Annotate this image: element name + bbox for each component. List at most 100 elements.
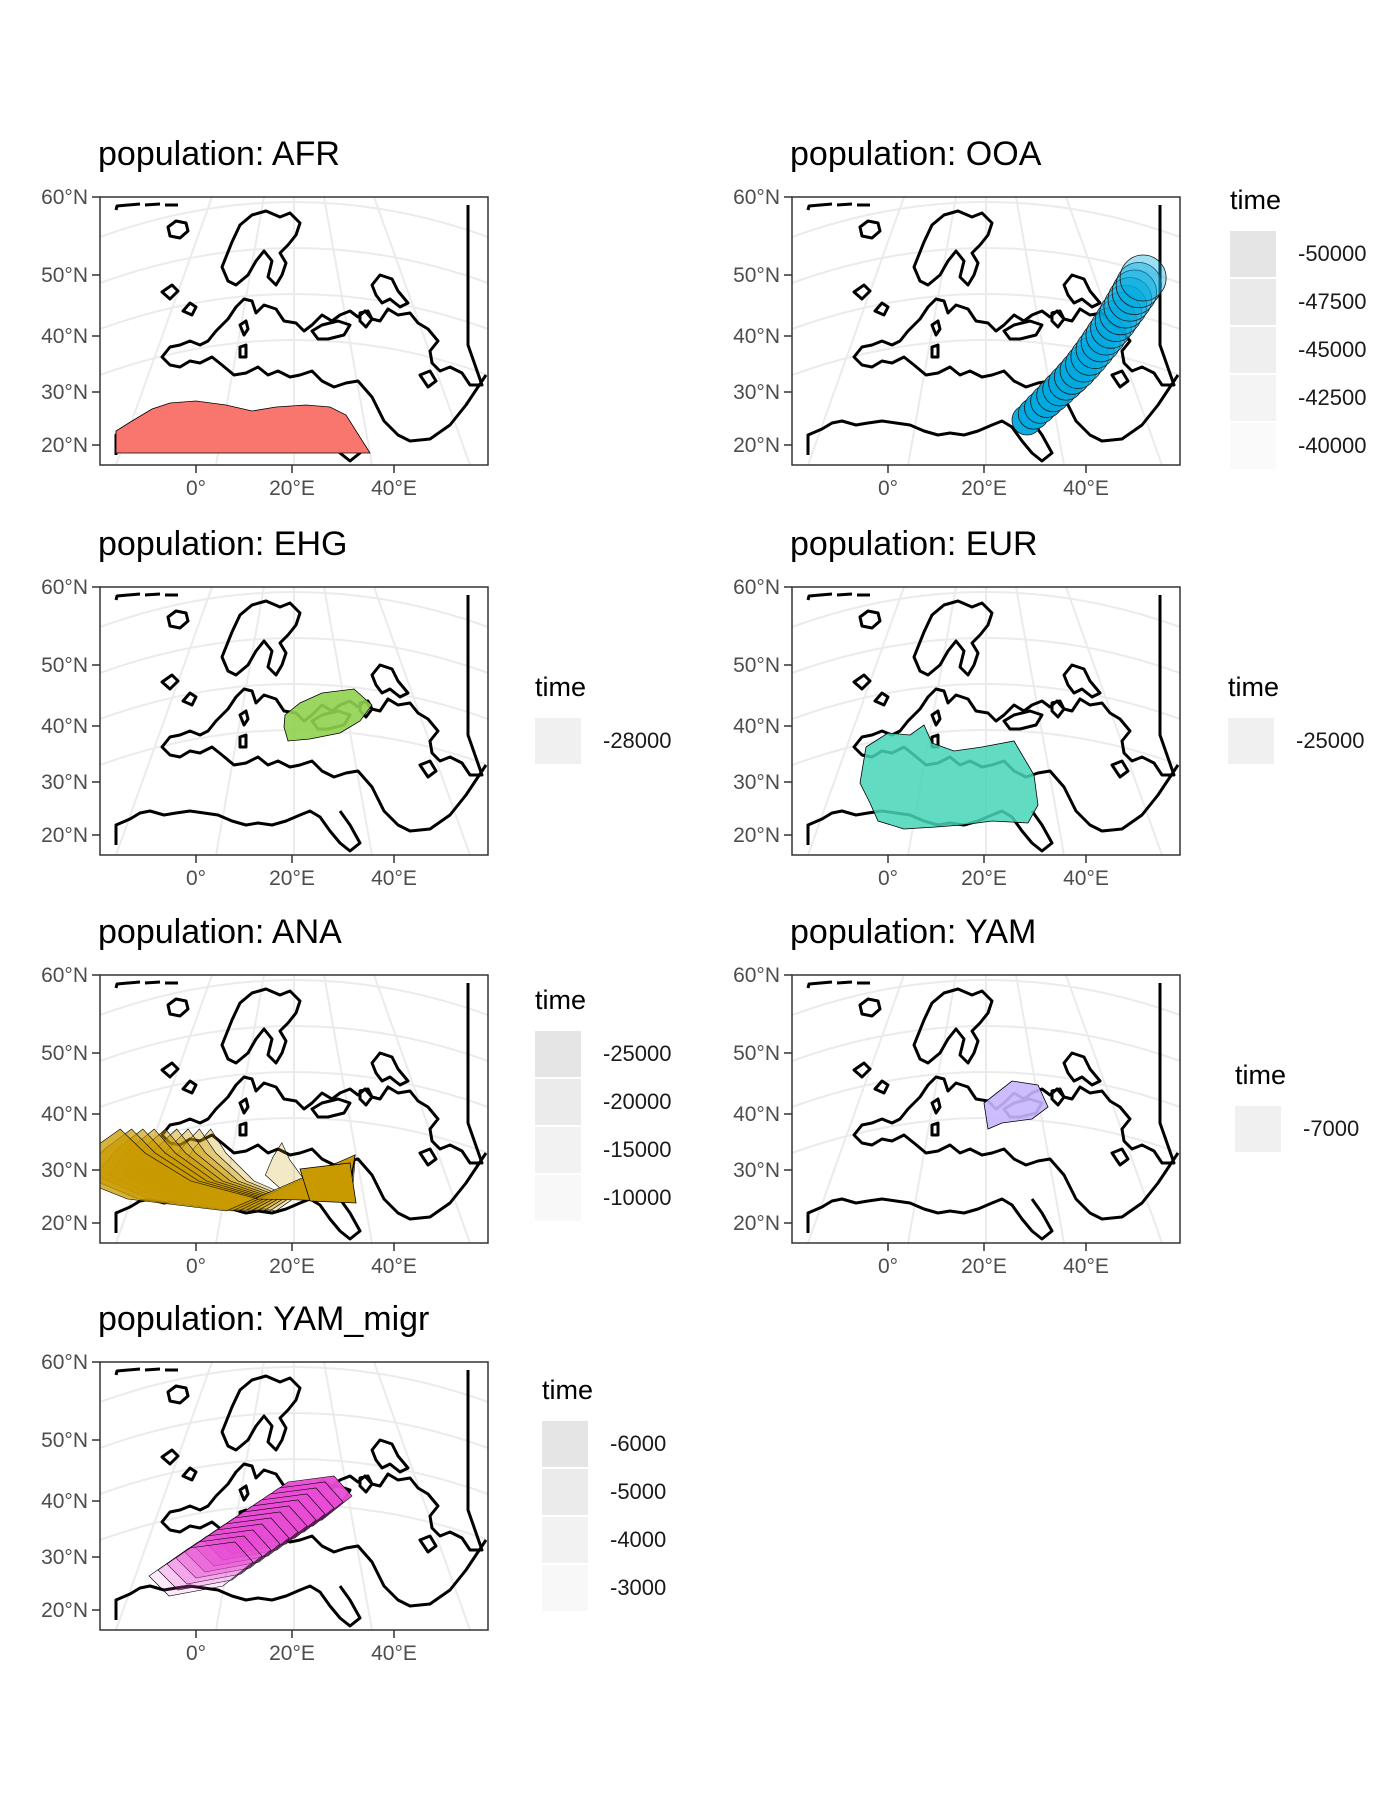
graticule — [100, 587, 488, 855]
time-legend: time -25000 -20000 -15000 -10000 — [535, 985, 672, 1222]
legend-item: -28000 — [535, 717, 672, 765]
x-tick-label: 0° — [878, 477, 898, 500]
x-tick-label: 40°E — [1063, 1255, 1109, 1278]
panel-border — [99, 1361, 489, 1631]
x-tick-label: 40°E — [1063, 867, 1109, 890]
legend-key — [535, 718, 581, 764]
map-plot: 60°N 50°N 40°N 30°N 20°N 0° 20°E 40°E — [733, 964, 1181, 1278]
x-tick-label: 20°E — [269, 1642, 315, 1665]
y-tick-label: 60°N — [41, 186, 88, 209]
x-tick-label: 0° — [186, 477, 206, 500]
x-tick-label: 0° — [878, 1255, 898, 1278]
legend-item: -7000 — [1235, 1105, 1359, 1153]
x-tick-label: 40°E — [371, 1255, 417, 1278]
legend-item: -42500 — [1230, 374, 1367, 422]
population-range-afr — [115, 400, 371, 454]
legend-key — [1235, 1106, 1281, 1152]
axes: 60°N 50°N 40°N 30°N 20°N 0° 20°E 40°E — [41, 576, 489, 890]
legend-label: -25000 — [1296, 728, 1365, 753]
map-panel-ooa: population: OOA 60°N 50°N 40°N 30°N 20°N 0° 20°… — [692, 135, 1192, 515]
panel-title: population: EUR — [790, 525, 1038, 563]
y-tick-label: 30°N — [733, 771, 780, 794]
time-legend: time -7000 — [1235, 1060, 1359, 1153]
legend-key — [535, 1127, 581, 1173]
panel-border — [99, 196, 489, 466]
y-tick-label: 20°N — [733, 824, 780, 847]
legend-label: -6000 — [610, 1431, 667, 1456]
legend-item: -45000 — [1230, 326, 1367, 374]
y-tick-label: 50°N — [41, 264, 88, 287]
y-tick-label: 40°N — [41, 715, 88, 738]
x-tick-label: 0° — [186, 867, 206, 890]
y-tick-label: 30°N — [41, 1159, 88, 1182]
legend-item: -6000 — [542, 1420, 666, 1468]
population-range-ooa — [1011, 254, 1167, 436]
y-tick-label: 20°N — [41, 1599, 88, 1622]
map-panel-ana: population: ANA 60°N 50°N 40°N 30°N 20°N 0° 20°… — [0, 913, 500, 1293]
time-legend: time -50000 -47500 -45000 -42500 -40000 — [1230, 185, 1367, 470]
legend-item: -10000 — [535, 1174, 672, 1222]
y-tick-label: 50°N — [733, 1042, 780, 1065]
legend-label: -40000 — [1298, 433, 1367, 458]
map-plot: 60°N 50°N 40°N 30°N 20°N 0° 20°E 40°E — [733, 576, 1181, 890]
coastline — [114, 980, 488, 1241]
legend-item: -20000 — [535, 1078, 672, 1126]
y-tick-label: 40°N — [733, 325, 780, 348]
legend-key — [1228, 718, 1274, 764]
axes: 60°N 50°N 40°N 30°N 20°N 0° 20°E 40°E — [41, 964, 489, 1278]
legend-label: -5000 — [610, 1479, 667, 1504]
y-tick-label: 40°N — [733, 1103, 780, 1126]
legend-label: -47500 — [1298, 289, 1367, 314]
legend-label: -3000 — [610, 1575, 667, 1600]
panel-border — [791, 586, 1181, 856]
panel-border — [99, 974, 489, 1244]
coastline — [806, 202, 1180, 463]
y-tick-label: 30°N — [733, 1159, 780, 1182]
legend-item: -50000 — [1230, 230, 1367, 278]
panel-border — [99, 586, 489, 856]
population-range-ehg — [283, 688, 373, 742]
legend-key — [1230, 231, 1276, 277]
basemap — [792, 197, 1180, 465]
y-tick-label: 60°N — [733, 964, 780, 987]
population-range-eur — [859, 724, 1039, 830]
basemap — [792, 975, 1180, 1243]
map-panel-yam_migr: population: YAM_migr 60°N 50°N 40°N 30°N 20°N… — [0, 1300, 500, 1680]
panel-title: population: AFR — [98, 135, 340, 173]
legend-label: -28000 — [603, 728, 672, 753]
y-tick-label: 20°N — [733, 1212, 780, 1235]
legend-item: -5000 — [542, 1468, 666, 1516]
legend-key — [1230, 327, 1276, 373]
legend-key — [535, 1175, 581, 1221]
panel-title: population: ANA — [98, 913, 342, 951]
axes: 60°N 50°N 40°N 30°N 20°N 0° 20°E 40°E — [41, 186, 489, 500]
panel-border — [791, 974, 1181, 1244]
map-plot: 60°N 50°N 40°N 30°N 20°N 0° 20°E 40°E — [41, 1351, 489, 1665]
axes: 60°N 50°N 40°N 30°N 20°N 0° 20°E 40°E — [733, 576, 1181, 890]
panel-title: population: YAM — [790, 913, 1037, 951]
y-tick-label: 30°N — [41, 381, 88, 404]
legend-title: time — [535, 985, 587, 1015]
map-plot: 60°N 50°N 40°N 30°N 20°N 0° 20°E 40°E — [41, 576, 489, 890]
y-tick-label: 30°N — [41, 771, 88, 794]
legend-title: time — [535, 672, 587, 702]
legend-key — [542, 1565, 588, 1611]
legend-label: -50000 — [1298, 241, 1367, 266]
legend-item: -25000 — [535, 1030, 672, 1078]
x-tick-label: 20°E — [961, 1255, 1007, 1278]
y-tick-label: 50°N — [41, 1042, 88, 1065]
y-tick-label: 20°N — [733, 434, 780, 457]
x-tick-label: 0° — [186, 1255, 206, 1278]
x-tick-label: 20°E — [269, 867, 315, 890]
map-panel-eur: population: EUR 60°N 50°N 40°N 30°N 20°N 0° 20°… — [692, 525, 1192, 905]
axes: 60°N 50°N 40°N 30°N 20°N 0° 20°E 40°E — [41, 1351, 489, 1665]
x-tick-label: 20°E — [961, 477, 1007, 500]
legend-title: time — [1230, 185, 1282, 215]
x-tick-label: 20°E — [961, 867, 1007, 890]
legend-key — [535, 1031, 581, 1077]
panel-title: population: YAM_migr — [98, 1300, 430, 1338]
y-tick-label: 60°N — [41, 964, 88, 987]
map-plot: 60°N 50°N 40°N 30°N 20°N 0° 20°E 40°E — [733, 186, 1181, 500]
legend-label: -15000 — [603, 1137, 672, 1162]
legend-key — [1230, 423, 1276, 469]
